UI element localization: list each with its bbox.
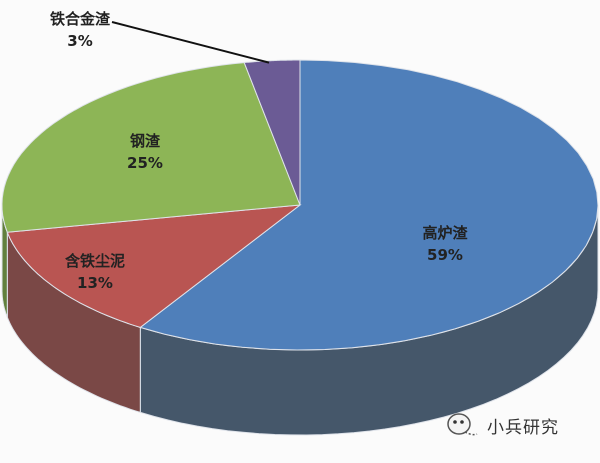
- slice-value: 13%: [77, 274, 113, 292]
- slice-top: [6, 204, 302, 328]
- watermark: 小兵研究: [445, 410, 559, 440]
- slice-value: 3%: [67, 32, 93, 50]
- label-iron-dust: 含铁尘泥 13%: [40, 250, 150, 294]
- slice-top: [1, 62, 301, 233]
- slice-value: 25%: [127, 154, 163, 172]
- wechat-mascot-icon: [447, 413, 478, 436]
- slice-label: 高炉渣: [422, 224, 468, 242]
- label-ferroalloy-slag: 铁合金渣 3%: [50, 8, 110, 52]
- slice-top: [243, 59, 301, 206]
- slice-label: 含铁尘泥: [64, 252, 125, 270]
- slice-top: [139, 59, 599, 351]
- watermark-text: 小兵研究: [487, 417, 559, 438]
- slice-value: 59%: [427, 246, 463, 264]
- slice-label: 钢渣: [129, 132, 160, 150]
- leader-line: [111, 21, 270, 64]
- label-blast-furnace-slag: 高炉渣 59%: [400, 222, 490, 266]
- label-steel-slag: 钢渣 25%: [110, 130, 180, 174]
- slice-label: 铁合金渣: [50, 10, 111, 28]
